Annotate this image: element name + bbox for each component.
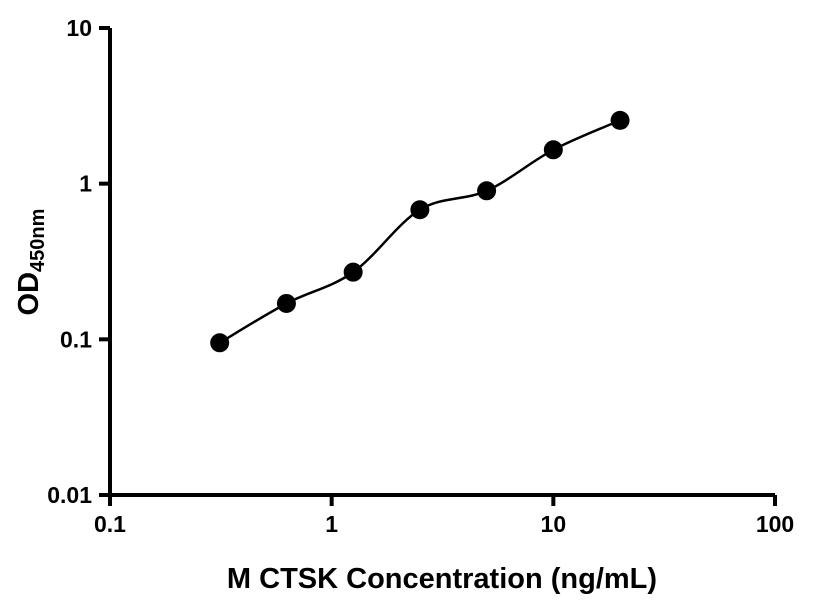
x-tick-label: 100 (756, 511, 794, 537)
data-point (343, 262, 363, 282)
x-tick-label: 0.1 (94, 511, 126, 537)
y-tick-label: 0.1 (60, 326, 92, 352)
data-point-group (210, 110, 630, 353)
tick-group (99, 26, 777, 506)
y-tick-label: 0.01 (47, 482, 92, 508)
y-axis-label-subscript: 450nm (27, 209, 49, 272)
x-tick-label: 1 (325, 511, 338, 537)
data-point (477, 181, 497, 201)
y-axis-label-main: OD (13, 272, 45, 316)
y-axis-label: OD450nm (13, 209, 49, 316)
data-point (210, 333, 230, 353)
y-tick-label: 1 (79, 171, 92, 197)
axes-group (108, 28, 775, 497)
data-point (610, 110, 630, 130)
data-point (276, 293, 296, 313)
x-axis-label: M CTSK Concentration (ng/mL) (227, 563, 657, 595)
data-point (410, 200, 430, 220)
data-point (543, 140, 563, 160)
x-tick-label: 10 (541, 511, 567, 537)
y-tick-label: 10 (66, 15, 92, 41)
